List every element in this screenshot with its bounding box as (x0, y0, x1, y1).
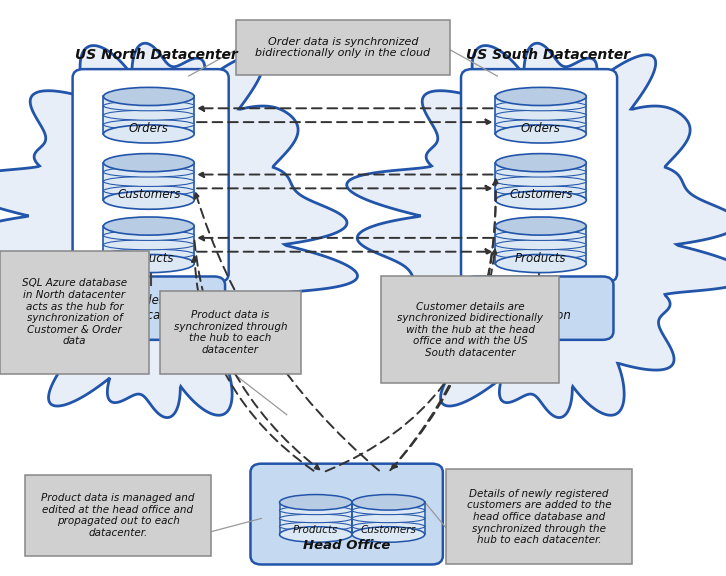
Ellipse shape (495, 240, 587, 250)
Ellipse shape (103, 167, 194, 177)
Ellipse shape (495, 176, 587, 187)
Text: Orders
Application: Orders Application (506, 294, 572, 322)
Ellipse shape (495, 88, 587, 105)
Bar (495, 226, 587, 264)
Bar (103, 96, 194, 134)
Ellipse shape (495, 101, 587, 111)
Ellipse shape (280, 495, 352, 510)
Ellipse shape (280, 522, 352, 530)
FancyBboxPatch shape (25, 475, 211, 556)
Bar (280, 502, 352, 535)
FancyBboxPatch shape (381, 276, 559, 383)
Text: Customer details are
synchronized bidirectionally
with the hub at the head
offic: Customer details are synchronized bidire… (397, 302, 543, 358)
FancyBboxPatch shape (461, 69, 617, 282)
FancyBboxPatch shape (160, 291, 301, 374)
Ellipse shape (495, 110, 587, 120)
Ellipse shape (103, 249, 194, 259)
Ellipse shape (103, 217, 194, 235)
Ellipse shape (103, 120, 194, 130)
Text: Details of newly registered
customers are added to the
head office database and
: Details of newly registered customers ar… (467, 489, 611, 545)
Ellipse shape (103, 125, 194, 143)
Ellipse shape (352, 506, 425, 514)
Ellipse shape (495, 255, 587, 272)
FancyBboxPatch shape (0, 251, 149, 374)
Polygon shape (0, 43, 357, 418)
Text: Customers: Customers (509, 188, 573, 201)
Ellipse shape (103, 101, 194, 111)
Ellipse shape (495, 125, 587, 143)
Ellipse shape (352, 522, 425, 530)
Text: Orders
Application: Orders Application (118, 294, 184, 322)
Text: Order data is synchronized
bidirectionally only in the cloud: Order data is synchronized bidirectional… (256, 37, 431, 58)
Ellipse shape (495, 249, 587, 259)
Bar (495, 162, 587, 200)
Text: Products: Products (293, 525, 338, 535)
Text: SQL Azure database
in North datacenter
acts as the hub for
synchronization of
Cu: SQL Azure database in North datacenter a… (22, 278, 127, 347)
Bar (103, 226, 194, 264)
Text: Product data is
synchronized through
the hub to each
datacenter: Product data is synchronized through the… (174, 310, 287, 355)
Polygon shape (347, 43, 726, 418)
Ellipse shape (103, 191, 194, 209)
Bar (495, 96, 587, 134)
Ellipse shape (103, 88, 194, 105)
Ellipse shape (103, 230, 194, 240)
Ellipse shape (280, 526, 352, 542)
Ellipse shape (495, 230, 587, 240)
FancyBboxPatch shape (236, 20, 450, 75)
FancyBboxPatch shape (465, 276, 613, 340)
FancyBboxPatch shape (76, 276, 225, 340)
Ellipse shape (495, 154, 587, 172)
Bar (103, 162, 194, 200)
FancyBboxPatch shape (446, 469, 632, 564)
Ellipse shape (495, 217, 587, 235)
Text: Orders: Orders (129, 122, 168, 135)
Ellipse shape (103, 255, 194, 272)
Text: Products: Products (515, 252, 566, 264)
Ellipse shape (103, 154, 194, 172)
Ellipse shape (280, 514, 352, 522)
FancyBboxPatch shape (73, 69, 229, 282)
Ellipse shape (495, 186, 587, 196)
Ellipse shape (352, 514, 425, 522)
Ellipse shape (495, 167, 587, 177)
Ellipse shape (103, 240, 194, 250)
Text: Product data is managed and
edited at the head office and
propagated out to each: Product data is managed and edited at th… (41, 493, 195, 538)
Ellipse shape (495, 120, 587, 130)
Ellipse shape (103, 186, 194, 196)
Text: Products: Products (123, 252, 174, 264)
Ellipse shape (103, 110, 194, 120)
Text: US South Datacenter: US South Datacenter (466, 48, 630, 62)
Bar (352, 502, 425, 535)
FancyBboxPatch shape (250, 464, 443, 564)
Ellipse shape (352, 495, 425, 510)
Ellipse shape (103, 176, 194, 187)
Ellipse shape (352, 526, 425, 542)
Text: Customers: Customers (361, 525, 416, 535)
Text: Customers: Customers (117, 188, 181, 201)
Ellipse shape (495, 191, 587, 209)
Text: US North Datacenter: US North Datacenter (75, 48, 237, 62)
Text: Head Office: Head Office (303, 539, 391, 552)
Ellipse shape (280, 506, 352, 514)
Text: Orders: Orders (521, 122, 560, 135)
